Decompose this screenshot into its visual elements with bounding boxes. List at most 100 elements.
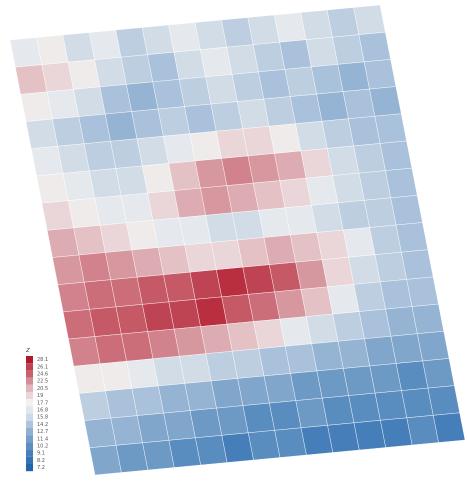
heatmap-cell bbox=[269, 261, 302, 293]
heatmap-cell bbox=[184, 380, 217, 411]
heatmap-cell bbox=[237, 98, 270, 129]
heatmap-cell bbox=[89, 29, 122, 60]
heatmap-cell bbox=[168, 160, 201, 191]
heatmap-cell bbox=[200, 185, 233, 216]
heatmap-cell bbox=[189, 269, 222, 300]
heatmap-cell bbox=[120, 54, 154, 85]
heatmap-cell bbox=[305, 36, 339, 68]
heatmap-cell bbox=[157, 244, 191, 275]
heatmap-cell bbox=[68, 197, 101, 229]
legend-swatch bbox=[26, 464, 33, 472]
heatmap-cell bbox=[195, 296, 228, 327]
heatmap-cell bbox=[115, 165, 148, 196]
heatmap-cell bbox=[369, 86, 402, 117]
legend-swatch bbox=[26, 370, 33, 378]
heatmap-cell bbox=[210, 101, 243, 132]
legend-label: 12.7 bbox=[37, 429, 48, 435]
heatmap-cell bbox=[99, 84, 132, 115]
heatmap-cell bbox=[142, 163, 175, 194]
heatmap-cell bbox=[353, 4, 386, 35]
legend-label: 20.5 bbox=[37, 386, 48, 392]
heatmap-cell bbox=[142, 440, 175, 471]
heatmap-cell bbox=[52, 116, 85, 147]
heatmap-cell bbox=[205, 74, 238, 105]
heatmap-cell bbox=[89, 306, 122, 337]
heatmap-cell bbox=[141, 24, 175, 55]
heatmap-cell bbox=[242, 402, 275, 434]
legend-label: 22.5 bbox=[37, 379, 48, 385]
heatmap-cell bbox=[110, 415, 143, 446]
legend-swatch bbox=[26, 363, 33, 371]
heatmap-cell bbox=[195, 435, 228, 466]
heatmap-cell bbox=[36, 173, 69, 204]
heatmap-cell bbox=[163, 410, 196, 441]
legend-swatch bbox=[26, 384, 33, 392]
heatmap-cell bbox=[316, 91, 349, 122]
heatmap-cell bbox=[104, 111, 138, 142]
heatmap-cell bbox=[337, 61, 370, 92]
heatmap-cell bbox=[115, 304, 148, 335]
heatmap-cell bbox=[126, 81, 159, 112]
heatmap-cell bbox=[94, 333, 127, 364]
heatmap-cell bbox=[147, 51, 180, 83]
heatmap-cell bbox=[46, 89, 80, 120]
heatmap-cell bbox=[263, 373, 297, 404]
heatmap-cell bbox=[131, 247, 164, 278]
heatmap-cell bbox=[20, 91, 53, 122]
heatmap-cell bbox=[311, 341, 344, 372]
heatmap-cell bbox=[200, 323, 233, 354]
heatmap-cell bbox=[78, 390, 112, 421]
heatmap-cell bbox=[83, 141, 117, 172]
heatmap-cell bbox=[73, 225, 106, 256]
heatmap-cell bbox=[115, 442, 149, 473]
heatmap-cell bbox=[364, 336, 397, 367]
heatmap-cell bbox=[248, 430, 281, 461]
heatmap-cell bbox=[173, 326, 207, 357]
heatmap-cell bbox=[231, 71, 265, 102]
heatmap-cell bbox=[46, 227, 80, 258]
heatmap-cell bbox=[290, 370, 323, 401]
heatmap-cell bbox=[226, 321, 259, 352]
heatmap-cell bbox=[395, 360, 429, 391]
legend-swatch bbox=[26, 406, 33, 414]
heatmap-cell bbox=[433, 412, 466, 443]
heatmap-cell bbox=[284, 343, 318, 374]
heatmap-cell bbox=[110, 276, 143, 308]
heatmap-cell bbox=[258, 346, 291, 377]
heatmap-cell bbox=[110, 138, 143, 169]
legend-swatch bbox=[26, 435, 33, 443]
legend-swatch bbox=[26, 442, 33, 450]
heatmap-cell bbox=[126, 220, 159, 251]
heatmap-cell bbox=[284, 66, 317, 97]
heatmap-cell bbox=[36, 34, 69, 65]
heatmap-cell bbox=[78, 252, 111, 283]
heatmap-cell bbox=[158, 383, 191, 414]
heatmap-cell bbox=[147, 328, 180, 359]
heatmap-cell bbox=[305, 175, 339, 206]
heatmap-cell bbox=[380, 279, 413, 310]
heatmap-cell bbox=[363, 59, 397, 90]
legend-swatch bbox=[26, 399, 33, 407]
heatmap-cell bbox=[62, 32, 95, 63]
heatmap-cell bbox=[247, 14, 280, 45]
heatmap-cell bbox=[337, 200, 370, 231]
heatmap-cell bbox=[279, 39, 312, 70]
heatmap-cell bbox=[253, 318, 286, 349]
heatmap-cell bbox=[210, 239, 244, 270]
heatmap-cell bbox=[178, 76, 212, 107]
heatmap-cell bbox=[136, 274, 170, 305]
heatmap-cell bbox=[263, 96, 296, 127]
heatmap-cell bbox=[89, 445, 122, 476]
heatmap-cell bbox=[94, 56, 127, 88]
heatmap-cell bbox=[342, 88, 376, 119]
legend-swatch bbox=[26, 456, 33, 464]
heatmap-cell bbox=[232, 348, 265, 379]
heatmap-cell bbox=[94, 195, 127, 226]
heatmap-cell bbox=[168, 299, 201, 330]
legend-label: 7.2 bbox=[37, 465, 45, 471]
heatmap-cell bbox=[216, 405, 249, 436]
heatmap-cell bbox=[194, 158, 228, 189]
heatmap-cell bbox=[179, 215, 212, 246]
heatmap-cell bbox=[342, 227, 376, 258]
